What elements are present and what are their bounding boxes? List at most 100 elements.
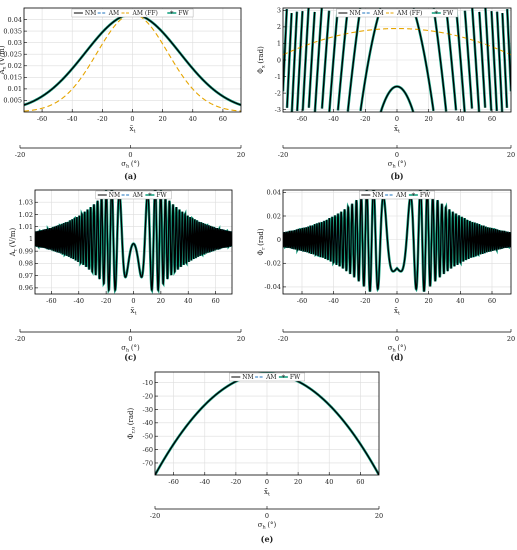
secondary-axis-tick-label: -20 [278,151,288,159]
secondary-axis-label-unit: (°) [131,160,140,168]
x-axis-label-sub: t [133,129,135,135]
x-tick-label: 40 [184,297,192,305]
secondary-axis-tick-label: 0 [265,512,269,520]
chart-panel-a: -60 -40 -20 0 20 40 60 0.005 0.01 0.015 0.02 0.025 0… [0,7,245,181]
y-tick-label: 0.005 [3,97,22,105]
secondary-axis: -20 0 20 σh (°) [278,329,515,354]
legend: NM AM AM (FF) * FW [336,8,458,18]
y-axis-label-unit: (rad) [257,228,265,246]
y-tick-label: -1 [275,73,281,81]
legend-label-fw: FW [156,192,167,199]
secondary-axis: -20 0 20 σh (°) [150,506,383,531]
legend-box [71,8,194,18]
legend: NM AM AM (FF) * FW [71,8,194,18]
y-axis-label-sub: x [2,65,8,69]
x-tick-label: 0 [265,478,269,486]
legend-box [359,190,435,200]
y-axis-label: Φr,u (rad) [127,408,137,440]
secondary-axis-label-unit: (°) [267,521,276,529]
y-tick-label: -20 [143,392,153,400]
series-line-am-ff [283,27,511,56]
secondary-axis-tick-label: 0 [128,335,132,343]
y-tick-label: -10 [143,379,153,387]
x-tick-label: 20 [425,297,433,305]
y-tick-label: 1.02 [19,211,33,219]
x-tick-label: -40 [200,478,210,486]
x-tick-label: 40 [325,478,333,486]
secondary-axis-label-sub: h [393,348,398,354]
y-axis-label: Φr (rad) [257,228,267,255]
legend: NM AM * FW [229,372,305,382]
secondary-axis: -20 0 20 σh (°) [278,145,515,170]
secondary-axis-tick-label: 20 [237,151,245,159]
y-tick-label: 1.03 [19,199,33,207]
secondary-axis-tick-label: 0 [128,151,132,159]
y-tick-label: 0.03 [8,39,22,47]
legend: NM AM * FW [359,190,435,200]
legend-label-fw: FW [290,374,301,381]
legend-label-am: AM [395,192,406,199]
secondary-axis-tick-label: -20 [278,335,288,343]
x-tick-label: -60 [297,297,307,305]
y-axis-label: Ar (V/m) [9,227,19,257]
secondary-axis: -20 0 20 σh (°) [15,145,245,170]
secondary-axis-tick-label: 0 [395,151,399,159]
x-tick-label: 60 [211,297,219,305]
y-tick-label: -50 [143,433,153,441]
x-tick-label: 60 [356,478,364,486]
y-axis-label-sub: r [13,247,19,251]
y-tick-label: -30 [143,406,153,414]
panel-label: (b) [390,171,403,181]
y-axis-label-unit: (V/m) [9,227,17,247]
y-tick-label: 0.98 [19,260,33,268]
secondary-axis-tick-label: 20 [507,335,515,343]
secondary-axis-label: σh (°) [258,521,277,531]
x-axis-label: x̃t [130,124,136,135]
secondary-axis-label: σh (°) [388,344,407,354]
x-tick-label: 20 [158,115,166,123]
y-tick-label: 0.04 [267,189,281,197]
secondary-axis-tick-label: 0 [395,335,399,343]
y-axis-label-sub: x [261,64,267,68]
secondary-axis: -20 0 20 σh (°) [15,329,245,354]
x-tick-label: -60 [37,115,47,123]
y-axis-label-sub: r [261,246,267,250]
panel-label: (a) [124,171,137,181]
secondary-axis-label: σh (°) [121,344,140,354]
x-tick-label: 0 [395,115,399,123]
y-tick-label: -2 [275,89,281,97]
x-tick-label: 0 [130,115,134,123]
y-axis-label: Φx (rad) [257,46,267,74]
y-axis-label-unit: (rad) [127,408,135,426]
x-tick-label: -40 [67,115,77,123]
secondary-axis-tick-label: -20 [15,335,25,343]
chart-panel-b: -60 -40 -20 0 20 40 60 -3 -2 -1 0 1 2 3 x̃t Φx (rad) NM A… [257,7,515,181]
x-tick-label: -60 [297,115,307,123]
x-tick-label: 20 [425,115,433,123]
legend-marker-asterisk: * [435,10,439,18]
secondary-axis-tick-label: -20 [15,151,25,159]
x-tick-label: -20 [101,297,111,305]
y-tick-label: 0.02 [8,62,22,70]
x-tick-label: 0 [395,297,399,305]
chart-panel-d: -60 -40 -20 0 20 40 60 -0.04 -0.02 0 0.02 0.04 x̃t Φr… [257,189,515,362]
series-line-nm [283,190,511,292]
y-tick-label: 0.96 [19,284,33,292]
y-axis-label-unit: (V/m) [0,45,6,65]
y-tick-label: -3 [275,106,281,114]
legend-label-fw: FW [178,10,189,17]
legend-marker-asterisk: * [282,374,286,382]
legend-marker-asterisk: * [412,192,416,200]
chart-panel-c: -60 -40 -20 0 20 40 60 0.96 0.97 0.98 0.99 1 1.01 1.0… [9,189,245,362]
x-tick-label: -40 [74,297,84,305]
secondary-axis-label-unit: (°) [131,344,140,352]
legend-label-am: AM [372,10,383,17]
legend-label-nm: NM [109,192,120,199]
x-tick-label: 60 [488,297,496,305]
legend-marker-asterisk: * [170,10,174,18]
legend-label-nm: NM [242,374,253,381]
legend-label-am-ff: AM (FF) [132,10,158,17]
chart-panel-e: -60 -40 -20 0 20 40 60 -10 -20 -30 -40 -50 -60 -70 x̃t… [127,371,383,544]
y-axis-label: Ax (V/m) [0,45,8,75]
